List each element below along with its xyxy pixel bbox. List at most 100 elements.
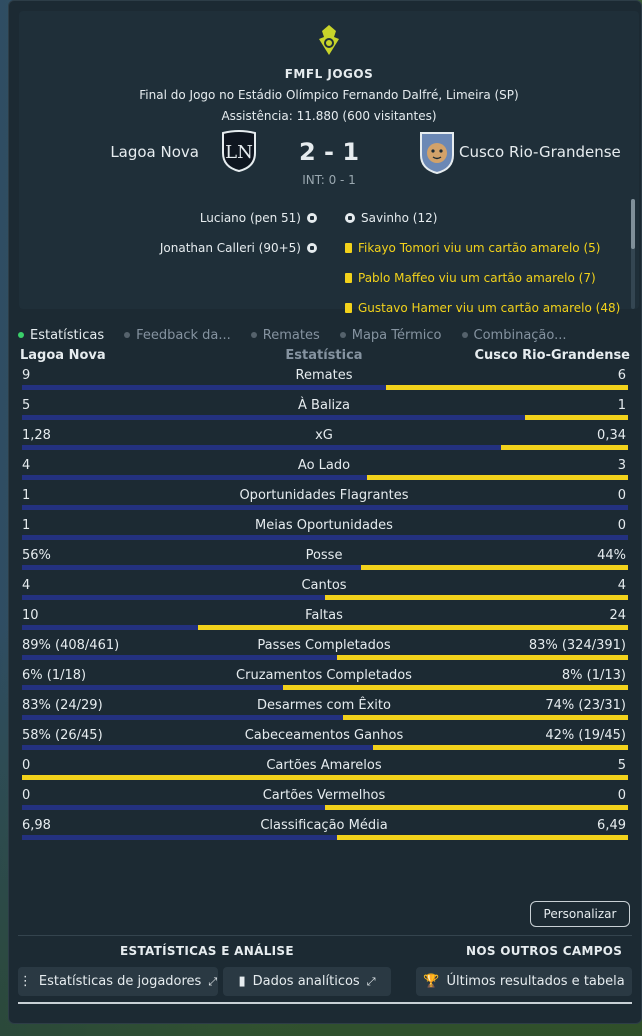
halftime-score: INT: 0 - 1 xyxy=(302,173,356,187)
attendance-info: Assistência: 11.880 (600 visitantes) xyxy=(221,109,437,123)
tab-feedback[interactable]: Feedback da... xyxy=(124,324,231,346)
stat-home-value: 6% (1/18) xyxy=(22,668,87,683)
external-link-icon: ⤢ xyxy=(208,974,218,988)
button-label: Dados analíticos xyxy=(252,974,360,989)
events-scroll-thumb[interactable] xyxy=(631,199,635,249)
stat-row: 1 Oportunidades Flagrantes 0 xyxy=(18,486,630,516)
stat-bar-home xyxy=(22,565,362,570)
event-item: Fikayo Tomori viu um cartão amarelo (5) xyxy=(345,233,620,263)
stat-bar xyxy=(22,445,628,450)
stat-bar-home xyxy=(22,715,344,720)
away-team-crest-icon[interactable] xyxy=(417,127,457,175)
stat-home-value: 6,98 xyxy=(22,818,51,833)
tab-shots[interactable]: Remates xyxy=(250,324,320,346)
stat-home-value: 10 xyxy=(22,608,39,623)
tab-heatmap[interactable]: Mapa Térmico xyxy=(339,324,442,346)
home-team-crest-icon[interactable]: LN xyxy=(219,129,259,173)
button-label: Estatísticas de jogadores xyxy=(38,974,202,989)
tab-indicator-icon xyxy=(461,332,468,338)
stat-label: Posse xyxy=(305,548,343,563)
stat-home-value: 4 xyxy=(22,458,31,473)
stat-bar-away xyxy=(367,475,628,480)
stat-label: Meias Oportunidades xyxy=(255,518,393,533)
yellow-card-icon xyxy=(345,243,352,253)
stat-away-value: 6,49 xyxy=(597,818,626,833)
event-item: Pablo Maffeo viu um cartão amarelo (7) xyxy=(345,263,620,293)
stat-row: 83% (24/29) Desarmes com Êxito 74% (23/31) xyxy=(18,696,630,726)
match-report-panel: FMFL JOGOS Final do Jogo no Estádio Olím… xyxy=(8,0,642,1024)
tab-statistics[interactable]: Estatísticas xyxy=(18,324,104,346)
stat-row: 1 Meias Oportunidades 0 xyxy=(18,516,630,546)
stat-away-value: 4 xyxy=(617,578,626,593)
stat-bar xyxy=(22,835,628,840)
stat-bar-home xyxy=(22,685,283,690)
stat-away-value: 44% xyxy=(597,548,626,563)
stat-label: Remates xyxy=(295,368,353,383)
event-item: Jonathan Calleri (90+5) xyxy=(160,233,317,263)
stat-home-value: 1 xyxy=(22,518,31,533)
tab-combination[interactable]: Combinação... xyxy=(461,324,567,346)
yellow-card-icon xyxy=(345,273,352,283)
stat-row: 56% Posse 44% xyxy=(18,546,630,576)
stat-label: Cruzamentos Completados xyxy=(236,668,412,683)
stat-away-value: 1 xyxy=(617,398,626,413)
away-team-name[interactable]: Cusco Rio-Grandense xyxy=(459,143,621,161)
stat-bar xyxy=(22,565,628,570)
stat-row: 0 Cartões Vermelhos 0 xyxy=(18,786,630,816)
league-logo-icon xyxy=(19,23,639,57)
tab-label: Combinação... xyxy=(473,327,567,343)
stat-bar-home xyxy=(22,805,325,810)
stat-bar-home xyxy=(22,415,525,420)
stat-home-value: 89% (408/461) xyxy=(22,638,120,653)
stat-home-value: 0 xyxy=(22,758,31,773)
horizontal-scroll-thumb[interactable] xyxy=(18,1002,632,1004)
home-events: Luciano (pen 51) Jonathan Calleri (90+5) xyxy=(160,203,317,263)
stat-home-value: 58% (26/45) xyxy=(22,728,103,743)
stat-home-value: 1,28 xyxy=(22,428,51,443)
match-header: FMFL JOGOS Final do Jogo no Estádio Olím… xyxy=(19,11,639,315)
stat-bar xyxy=(22,715,628,720)
stat-row: 89% (408/461) Passes Completados 83% (324/… xyxy=(18,636,630,666)
stat-bar-away xyxy=(385,385,628,390)
stat-row: 5 À Baliza 1 xyxy=(18,396,630,426)
stat-label: Cabeceamentos Ganhos xyxy=(244,728,404,743)
stat-row: 9 Remates 6 xyxy=(18,366,630,396)
stat-label: Cartões Amarelos xyxy=(266,758,382,773)
stat-label: Passes Completados xyxy=(257,638,391,653)
stat-away-value: 74% (23/31) xyxy=(545,698,626,713)
stat-bar xyxy=(22,685,628,690)
stat-bar-home xyxy=(22,445,501,450)
stat-away-value: 6 xyxy=(617,368,626,383)
stat-bar-away xyxy=(524,415,628,420)
section-title-analysis: ESTATÍSTICAS E ANÁLISE xyxy=(120,944,294,958)
away-events: Savinho (12) Fikayo Tomori viu um cartão… xyxy=(345,203,620,323)
stat-row: 1,28 xG 0,34 xyxy=(18,426,630,456)
tab-label: Estatísticas xyxy=(30,327,105,343)
stats-table-header: Estatística Lagoa Nova Cusco Rio-Granden… xyxy=(18,348,630,366)
stat-row: 58% (26/45) Cabeceamentos Ganhos 42% (19/4… xyxy=(18,726,630,756)
stat-bar xyxy=(22,775,628,780)
stat-bar-home xyxy=(22,505,628,510)
stat-away-value: 83% (324/391) xyxy=(528,638,626,653)
stat-label: xG xyxy=(315,428,333,443)
stat-row: 4 Ao Lado 3 xyxy=(18,456,630,486)
events-scrollbar[interactable] xyxy=(631,199,635,309)
event-text: Gustavo Hamer viu um cartão amarelo (48) xyxy=(358,301,621,315)
stats-table: 9 Remates 6 5 À Baliza 1 1,28 xG 0,34 4 Ao Lado 3 1 O… xyxy=(18,366,630,846)
stat-bar xyxy=(22,625,628,630)
player-stats-button[interactable]: ⋮ Estatísticas de jogadores ⤢ xyxy=(18,967,218,996)
league-title: FMFL JOGOS xyxy=(284,67,374,81)
stat-label: Classificação Média xyxy=(260,818,388,833)
stat-bar xyxy=(22,595,628,600)
horizontal-scrollbar[interactable] xyxy=(18,1002,632,1004)
event-text: Jonathan Calleri (90+5) xyxy=(159,241,301,255)
customize-button[interactable]: Personalizar xyxy=(530,901,630,927)
tab-label: Remates xyxy=(262,327,320,343)
stat-label: Cantos xyxy=(301,578,347,593)
home-team-name[interactable]: Lagoa Nova xyxy=(110,143,199,161)
stat-row: 6% (1/18) Cruzamentos Completados 8% (1/13… xyxy=(18,666,630,696)
analytics-button[interactable]: ▮ Dados analíticos ⤢ xyxy=(223,967,391,996)
stat-bar-home xyxy=(22,475,368,480)
latest-results-button[interactable]: 🏆 Últimos resultados e tabela xyxy=(416,967,632,996)
stat-bar xyxy=(22,475,628,480)
